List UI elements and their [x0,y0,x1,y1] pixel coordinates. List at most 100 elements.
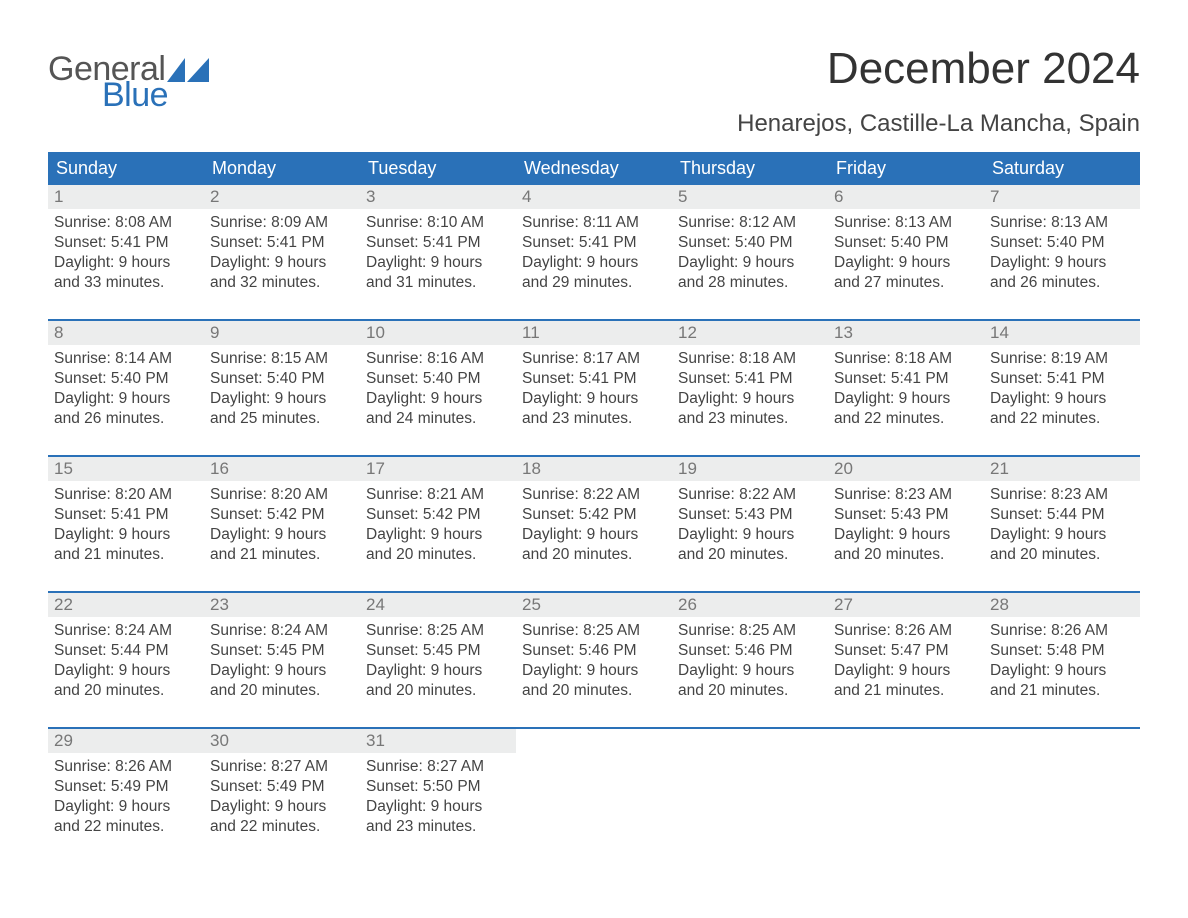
weekday-header: Wednesday [516,152,672,185]
day-cell: 21Sunrise: 8:23 AMSunset: 5:44 PMDayligh… [984,457,1140,581]
calendar: SundayMondayTuesdayWednesdayThursdayFrid… [48,152,1140,853]
daylight-line2: and 23 minutes. [522,409,666,429]
daylight-line2: and 26 minutes. [54,409,198,429]
sunrise-text: Sunrise: 8:24 AM [54,621,198,641]
day-cell [672,729,828,853]
sunset-text: Sunset: 5:41 PM [366,233,510,253]
day-cell [516,729,672,853]
daylight-line1: Daylight: 9 hours [990,389,1134,409]
sunset-text: Sunset: 5:41 PM [522,233,666,253]
daylight-line2: and 20 minutes. [210,681,354,701]
logo: General Blue [48,44,209,112]
day-cell: 16Sunrise: 8:20 AMSunset: 5:42 PMDayligh… [204,457,360,581]
day-number: 11 [522,323,540,342]
day-number: 1 [54,187,63,206]
daylight-line1: Daylight: 9 hours [210,525,354,545]
day-number: 6 [834,187,843,206]
week-row: 22 Sunrise: 8:24 AMSunset: 5:44 PMDayligh… [48,591,1140,717]
daylight-line1: Daylight: 9 hours [834,525,978,545]
day-cell: 6Sunrise: 8:13 AMSunset: 5:40 PMDaylight… [828,185,984,309]
daylight-line2: and 22 minutes. [834,409,978,429]
day-number: 10 [366,323,385,342]
sunrise-text: Sunrise: 8:26 AM [990,621,1134,641]
daylight-line2: and 20 minutes. [366,545,510,565]
daylight-line2: and 20 minutes. [54,681,198,701]
sunset-text: Sunset: 5:46 PM [678,641,822,661]
daylight-line1: Daylight: 9 hours [366,253,510,273]
daylight-line2: and 21 minutes. [210,545,354,565]
day-cell: 19Sunrise: 8:22 AMSunset: 5:43 PMDayligh… [672,457,828,581]
sunrise-text: Sunrise: 8:11 AM [522,213,666,233]
daylight-line1: Daylight: 9 hours [990,525,1134,545]
daylight-line2: and 23 minutes. [366,817,510,837]
daylight-line1: Daylight: 9 hours [366,389,510,409]
sunrise-text: Sunrise: 8:13 AM [990,213,1134,233]
sunset-text: Sunset: 5:44 PM [990,505,1134,525]
day-number: 29 [54,731,73,750]
sunset-text: Sunset: 5:45 PM [366,641,510,661]
day-number: 30 [210,731,229,750]
daylight-line2: and 27 minutes. [834,273,978,293]
day-cell: 15Sunrise: 8:20 AMSunset: 5:41 PMDayligh… [48,457,204,581]
daylight-line2: and 20 minutes. [366,681,510,701]
sunset-text: Sunset: 5:50 PM [366,777,510,797]
sunrise-text: Sunrise: 8:15 AM [210,349,354,369]
sunrise-text: Sunrise: 8:20 AM [54,485,198,505]
daylight-line1: Daylight: 9 hours [834,389,978,409]
daylight-line1: Daylight: 9 hours [522,389,666,409]
daylight-line2: and 32 minutes. [210,273,354,293]
sunrise-text: Sunrise: 8:18 AM [834,349,978,369]
day-cell: 27Sunrise: 8:26 AMSunset: 5:47 PMDayligh… [828,593,984,717]
day-number: 14 [990,323,1009,342]
daylight-line2: and 23 minutes. [678,409,822,429]
day-cell: 10Sunrise: 8:16 AMSunset: 5:40 PMDayligh… [360,321,516,445]
daylight-line1: Daylight: 9 hours [54,389,198,409]
day-number: 16 [210,459,229,478]
sunset-text: Sunset: 5:41 PM [834,369,978,389]
sunrise-text: Sunrise: 8:16 AM [366,349,510,369]
weekday-header: Saturday [984,152,1140,185]
sunset-text: Sunset: 5:44 PM [54,641,198,661]
sunrise-text: Sunrise: 8:09 AM [210,213,354,233]
day-cell: 14Sunrise: 8:19 AMSunset: 5:41 PMDayligh… [984,321,1140,445]
sunrise-text: Sunrise: 8:10 AM [366,213,510,233]
daylight-line2: and 21 minutes. [990,681,1134,701]
day-number: 19 [678,459,697,478]
sunset-text: Sunset: 5:46 PM [522,641,666,661]
day-cell: 2Sunrise: 8:09 AMSunset: 5:41 PMDaylight… [204,185,360,309]
day-number: 5 [678,187,687,206]
day-number: 4 [522,187,531,206]
daylight-line1: Daylight: 9 hours [54,661,198,681]
sunset-text: Sunset: 5:40 PM [210,369,354,389]
sunset-text: Sunset: 5:41 PM [522,369,666,389]
sunset-text: Sunset: 5:40 PM [678,233,822,253]
day-number: 22 [54,595,73,614]
daylight-line2: and 22 minutes. [54,817,198,837]
sunset-text: Sunset: 5:43 PM [834,505,978,525]
sunrise-text: Sunrise: 8:27 AM [366,757,510,777]
daylight-line2: and 25 minutes. [210,409,354,429]
sunrise-text: Sunrise: 8:26 AM [54,757,198,777]
sunset-text: Sunset: 5:41 PM [210,233,354,253]
day-number: 24 [366,595,385,614]
daylight-line1: Daylight: 9 hours [678,389,822,409]
day-number: 28 [990,595,1009,614]
day-cell: 23Sunrise: 8:24 AMSunset: 5:45 PMDayligh… [204,593,360,717]
day-cell: 20Sunrise: 8:23 AMSunset: 5:43 PMDayligh… [828,457,984,581]
day-cell: 30Sunrise: 8:27 AMSunset: 5:49 PMDayligh… [204,729,360,853]
daylight-line1: Daylight: 9 hours [210,389,354,409]
day-number: 27 [834,595,853,614]
day-cell: 25Sunrise: 8:25 AMSunset: 5:46 PMDayligh… [516,593,672,717]
day-cell: 13Sunrise: 8:18 AMSunset: 5:41 PMDayligh… [828,321,984,445]
day-cell: 12Sunrise: 8:18 AMSunset: 5:41 PMDayligh… [672,321,828,445]
day-cell [984,729,1140,853]
week-row: 15Sunrise: 8:20 AMSunset: 5:41 PMDayligh… [48,455,1140,581]
day-cell: 8Sunrise: 8:14 AMSunset: 5:40 PMDaylight… [48,321,204,445]
daylight-line2: and 24 minutes. [366,409,510,429]
daylight-line1: Daylight: 9 hours [522,253,666,273]
day-number: 26 [678,595,697,614]
day-cell: 11Sunrise: 8:17 AMSunset: 5:41 PMDayligh… [516,321,672,445]
sunset-text: Sunset: 5:49 PM [54,777,198,797]
sunrise-text: Sunrise: 8:23 AM [990,485,1134,505]
daylight-line1: Daylight: 9 hours [366,525,510,545]
